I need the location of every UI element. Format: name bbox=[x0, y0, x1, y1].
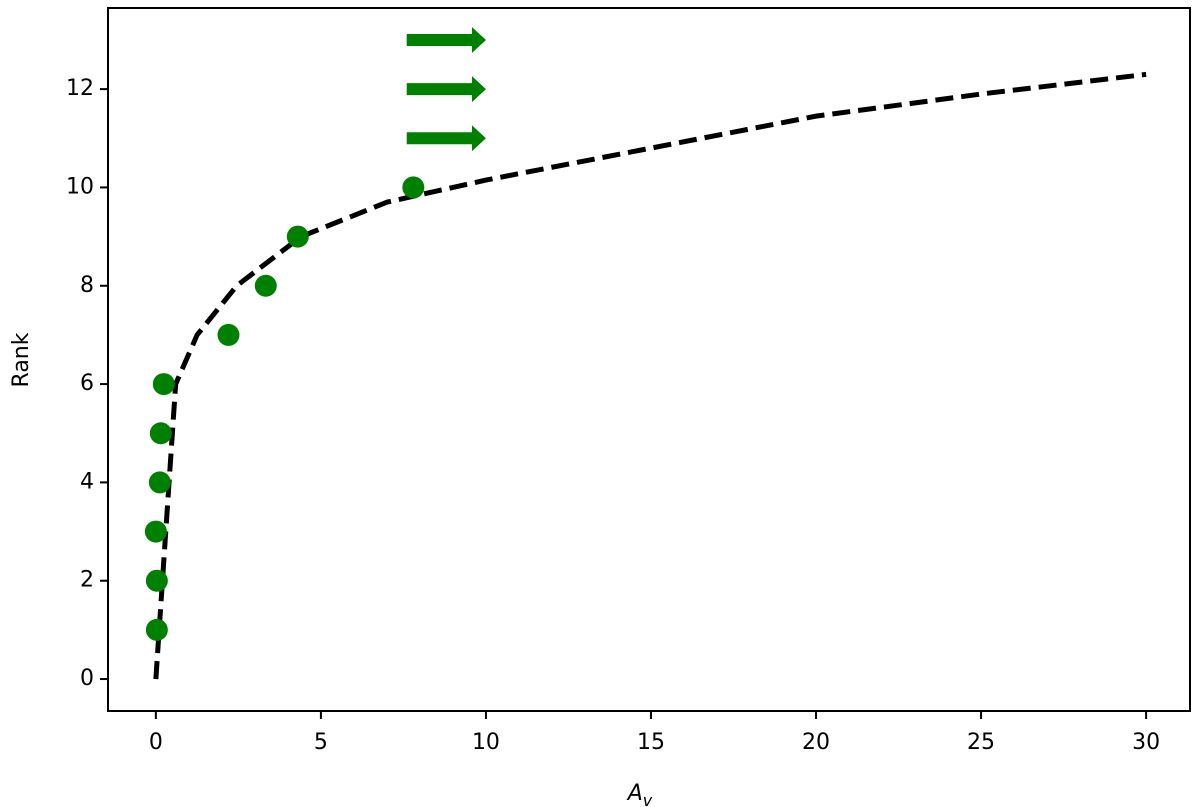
y-tick-label: 4 bbox=[80, 469, 94, 494]
x-tick-label: 15 bbox=[637, 730, 665, 755]
x-tick-label: 25 bbox=[967, 730, 995, 755]
lower-limit-arrow bbox=[406, 26, 486, 53]
y-tick-label: 6 bbox=[80, 371, 94, 396]
y-tick-label: 10 bbox=[66, 174, 94, 199]
y-tick-label: 2 bbox=[80, 568, 94, 593]
x-tick-label: 30 bbox=[1132, 730, 1160, 755]
data-point bbox=[152, 373, 175, 396]
data-point bbox=[149, 422, 172, 445]
data-point bbox=[217, 323, 240, 346]
data-point bbox=[254, 274, 277, 297]
plot-frame bbox=[107, 7, 1191, 712]
y-tick-label: 8 bbox=[80, 273, 94, 298]
data-point bbox=[145, 618, 168, 641]
x-tick-label: 20 bbox=[802, 730, 830, 755]
x-axis-label-sub: v bbox=[643, 791, 653, 807]
y-axis-label: Rank bbox=[9, 332, 34, 387]
x-tick-label: 5 bbox=[314, 730, 328, 755]
y-tick-label: 0 bbox=[80, 666, 94, 691]
data-point bbox=[286, 225, 309, 248]
lower-limit-arrow bbox=[406, 125, 486, 152]
data-point bbox=[145, 569, 168, 592]
lower-limit-arrow bbox=[406, 76, 486, 103]
x-axis-label-main: A bbox=[626, 781, 643, 806]
data-point bbox=[144, 520, 167, 543]
x-axis-label: Av bbox=[626, 781, 653, 807]
x-tick-label: 0 bbox=[149, 730, 163, 755]
data-point bbox=[148, 471, 171, 494]
fit-line bbox=[153, 71, 1147, 680]
x-tick-label: 10 bbox=[472, 730, 500, 755]
data-point bbox=[402, 176, 425, 199]
y-tick-label: 12 bbox=[66, 76, 94, 101]
